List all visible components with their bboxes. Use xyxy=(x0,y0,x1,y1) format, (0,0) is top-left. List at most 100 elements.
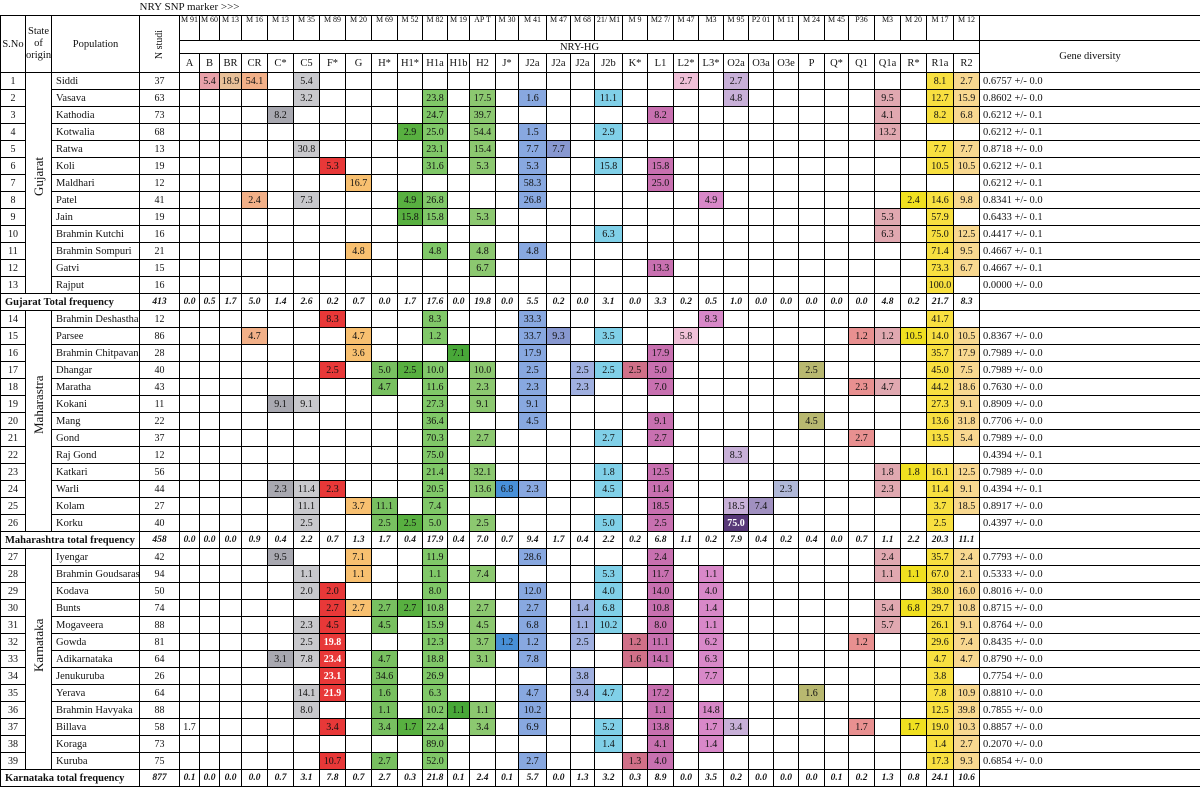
frequency-cell xyxy=(267,378,294,396)
frequency-cell xyxy=(570,429,595,447)
frequency-cell xyxy=(495,395,519,413)
frequency-cell: 2.9 xyxy=(594,123,623,141)
total-frequency: 0.7 xyxy=(345,769,372,787)
frequency-cell xyxy=(371,89,398,107)
total-frequency: 0.2 xyxy=(723,769,749,787)
total-frequency: 1.1 xyxy=(874,531,901,549)
frequency-cell xyxy=(698,327,724,345)
frequency-cell xyxy=(926,123,954,141)
frequency-cell xyxy=(570,174,595,192)
frequency-cell xyxy=(495,429,519,447)
frequency-cell xyxy=(469,548,496,566)
frequency-cell: 9.1 xyxy=(518,395,547,413)
frequency-cell xyxy=(773,106,799,124)
table-row: 35 Yerava 64 14.1 21.9 1.6 6.3 4.7 9.4 4.7 17.2 1.6… xyxy=(0,684,1200,702)
frequency-cell xyxy=(345,752,372,770)
haplogroup-header: J2b xyxy=(594,53,623,73)
frequency-cell xyxy=(371,446,398,464)
frequency-cell xyxy=(397,89,423,107)
frequency-cell xyxy=(698,684,724,702)
frequency-cell xyxy=(319,344,346,362)
frequency-cell xyxy=(179,140,200,158)
frequency-cell xyxy=(397,565,423,583)
frequency-cell: 7.8 xyxy=(518,650,547,668)
frequency-cell: 17.9 xyxy=(953,344,980,362)
frequency-cell xyxy=(469,684,496,702)
total-frequency: 0.0 xyxy=(798,293,825,311)
frequency-cell xyxy=(848,276,875,294)
frequency-cell xyxy=(397,701,423,719)
frequency-cell xyxy=(219,684,242,702)
frequency-cell xyxy=(594,242,623,260)
total-gd-blank xyxy=(979,293,1200,311)
frequency-cell: 18.5 xyxy=(953,497,980,515)
frequency-cell xyxy=(698,412,724,430)
total-frequency: 2.7 xyxy=(371,769,398,787)
frequency-cell xyxy=(673,191,699,209)
frequency-cell: 1.1 xyxy=(698,616,724,634)
frequency-cell: 9.1 xyxy=(953,616,980,634)
haplogroup-header: L1 xyxy=(647,53,674,73)
frequency-cell xyxy=(824,276,849,294)
frequency-cell xyxy=(447,123,470,141)
frequency-cell xyxy=(179,310,200,328)
frequency-cell xyxy=(673,565,699,583)
total-label: Maharashtra total frequency xyxy=(0,531,140,549)
population-name: Brahmin Kutchi xyxy=(51,225,140,243)
n-studied: 37 xyxy=(139,72,180,90)
frequency-cell xyxy=(673,667,699,685)
frequency-cell: 32.1 xyxy=(469,463,496,481)
frequency-cell xyxy=(748,242,774,260)
frequency-cell xyxy=(622,276,648,294)
frequency-cell xyxy=(824,752,849,770)
frequency-cell xyxy=(397,157,423,175)
frequency-cell: 6.3 xyxy=(422,684,448,702)
frequency-cell xyxy=(179,242,200,260)
frequency-cell: 18.6 xyxy=(953,378,980,396)
frequency-cell xyxy=(293,242,320,260)
frequency-cell: 7.5 xyxy=(953,361,980,379)
frequency-cell xyxy=(179,225,200,243)
frequency-cell xyxy=(495,497,519,515)
haplogroup-header: C5 xyxy=(293,53,320,73)
frequency-cell xyxy=(267,140,294,158)
frequency-cell: 6.9 xyxy=(518,718,547,736)
frequency-cell: 5.4 xyxy=(293,72,320,90)
snp-marker-cell: AP T xyxy=(469,15,496,41)
frequency-cell: 15.4 xyxy=(469,140,496,158)
frequency-cell xyxy=(447,378,470,396)
frequency-cell xyxy=(773,446,799,464)
haplogroup-header: BR xyxy=(219,53,242,73)
frequency-cell xyxy=(179,667,200,685)
frequency-cell xyxy=(397,327,423,345)
frequency-cell xyxy=(397,480,423,498)
frequency-cell xyxy=(179,327,200,345)
frequency-cell xyxy=(953,446,980,464)
frequency-cell xyxy=(345,701,372,719)
total-frequency: 1.7 xyxy=(546,531,571,549)
n-studied: 58 xyxy=(139,718,180,736)
frequency-cell xyxy=(773,582,799,600)
frequency-cell xyxy=(241,514,268,532)
frequency-cell xyxy=(824,378,849,396)
frequency-cell xyxy=(673,106,699,124)
frequency-cell xyxy=(219,429,242,447)
frequency-cell xyxy=(319,701,346,719)
frequency-cell xyxy=(798,225,825,243)
frequency-cell xyxy=(199,174,220,192)
n-studied: 73 xyxy=(139,735,180,753)
frequency-cell xyxy=(371,412,398,430)
frequency-cell: 2.7 xyxy=(319,599,346,617)
frequency-cell xyxy=(673,259,699,277)
serial-number: 11 xyxy=(0,242,26,260)
frequency-cell: 89.0 xyxy=(422,735,448,753)
total-frequency: 0.0 xyxy=(219,531,242,549)
population-name: Parsee xyxy=(51,327,140,345)
frequency-cell xyxy=(848,650,875,668)
frequency-cell xyxy=(397,463,423,481)
total-frequency: 6.8 xyxy=(647,531,674,549)
table-row: 1 Gujarat Siddi 37 5.4 18.9 54.1 5.4 2.7 2.7 8.1 2.… xyxy=(0,72,1200,294)
frequency-cell xyxy=(319,429,346,447)
gene-diversity: 0.8857 +/- 0.0 xyxy=(979,718,1200,736)
frequency-cell xyxy=(397,429,423,447)
